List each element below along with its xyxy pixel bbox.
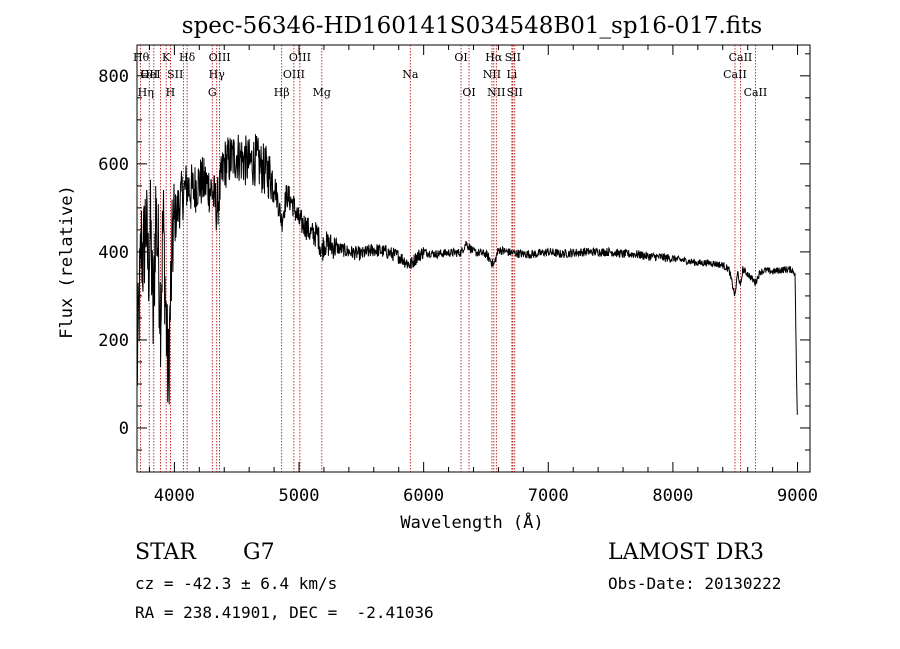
survey-name: LAMOST DR3 [608,540,764,565]
line-label: SII [167,68,183,81]
x-tick-label: 5000 [279,486,320,506]
y-tick-label: 800 [98,67,129,87]
y-tick-label: 0 [119,419,129,439]
line-label: Na [402,68,419,81]
line-label: Hδ [179,51,196,64]
line-label: SII [507,86,523,99]
y-axis-ticks: 0 200 400 600 800 [98,53,810,473]
y-tick-label: 600 [98,155,129,175]
spectrum-series-line [136,134,798,415]
x-tick-label: 8000 [652,486,693,506]
coordinates: RA = 238.41901, DEC = -2.41036 [135,603,434,622]
x-tick-label: 9000 [777,486,818,506]
line-label: Mg [313,86,331,99]
x-tick-label: 7000 [528,486,569,506]
line-label: Hη [138,86,154,99]
x-tick-label: 6000 [403,486,444,506]
line-label: NII [483,68,501,81]
x-axis-label: Wavelength (Å) [400,511,543,533]
object-type: STAR [135,540,196,565]
redshift-cz: cz = -42.3 ± 6.4 km/s [135,574,338,593]
line-label: K [162,51,171,64]
line-label: G [208,86,217,99]
plot-frame [136,44,811,473]
line-label: OIII [289,51,311,64]
line-label: CaII [729,51,753,64]
line-label: Li [506,68,517,81]
x-axis-ticks: 4000 5000 6000 7000 8000 9000 [148,45,818,506]
line-label: Hθ [133,51,150,64]
line-label: Hγ [209,68,226,81]
line-label: OII [140,68,158,81]
obs-date: Obs-Date: 20130222 [608,574,782,593]
line-label: Hα [485,51,503,64]
line-label: CaII [744,86,768,99]
chart-title: spec-56346-HD160141S034548B01_sp16-017.f… [182,13,762,39]
y-tick-label: 400 [98,243,129,263]
x-tick-label: 4000 [154,486,195,506]
line-label: OI [462,86,475,99]
line-label: Hβ [274,86,290,99]
line-label: H [166,86,176,99]
spectral-subclass: G7 [243,540,275,565]
line-label: SII [505,51,521,64]
line-label: OIII [283,68,305,81]
line-label: OIII [209,51,231,64]
line-label: OI [454,51,467,64]
y-axis-label: Flux (relative) [57,185,77,339]
line-label: HeI [140,68,160,81]
line-label: CaII [723,68,747,81]
line-label: NII [487,86,505,99]
y-tick-label: 200 [98,331,129,351]
